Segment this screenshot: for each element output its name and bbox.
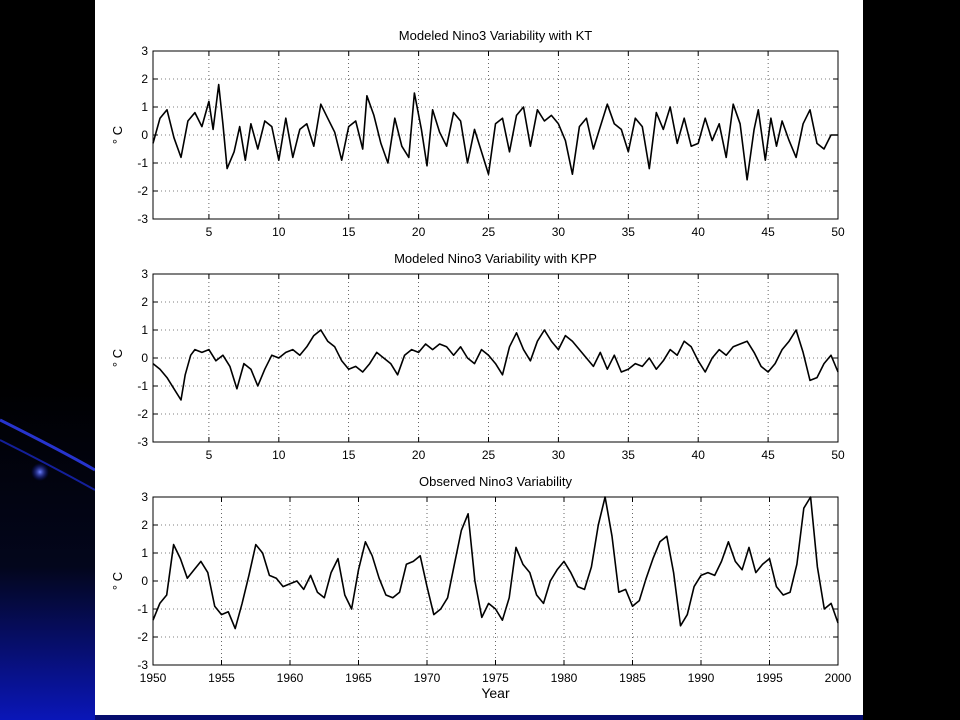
y-tick-label: 3 [141, 44, 148, 58]
y-tick-label: 2 [141, 72, 148, 86]
x-tick-label: 1990 [688, 671, 715, 685]
x-tick-label: 45 [761, 448, 775, 462]
y-tick-label: -1 [137, 602, 148, 616]
y-axis-label: ° C [110, 126, 125, 144]
x-tick-label: 25 [482, 448, 496, 462]
series-line [152, 496, 839, 630]
x-tick-label: 50 [831, 448, 845, 462]
x-tick-label: 1975 [482, 671, 509, 685]
x-tick-label: 15 [342, 448, 356, 462]
x-tick-label: 20 [412, 225, 426, 239]
x-tick-label: 30 [552, 448, 566, 462]
y-tick-label: -3 [137, 212, 148, 226]
x-tick-label: 25 [482, 225, 496, 239]
x-tick-label: 1965 [345, 671, 372, 685]
y-tick-label: 2 [141, 518, 148, 532]
x-tick-label: 35 [622, 448, 636, 462]
x-axis-label: Year [481, 685, 510, 701]
x-tick-label: 30 [552, 225, 566, 239]
x-tick-label: 40 [692, 225, 706, 239]
x-tick-label: 5 [206, 225, 213, 239]
x-tick-label: 1960 [277, 671, 304, 685]
y-tick-label: 3 [141, 267, 148, 281]
y-tick-label: -1 [137, 379, 148, 393]
plot-frame [152, 50, 839, 220]
y-tick-label: 1 [141, 100, 148, 114]
x-tick-label: 1995 [756, 671, 783, 685]
y-tick-label: -2 [137, 630, 148, 644]
y-tick-label: -3 [137, 658, 148, 672]
x-tick-label: 45 [761, 225, 775, 239]
y-tick-label: 0 [141, 574, 148, 588]
chart-title: Observed Nino3 Variability [419, 474, 572, 489]
y-tick-label: 2 [141, 295, 148, 309]
x-tick-label: 10 [272, 448, 286, 462]
x-tick-label: 50 [831, 225, 845, 239]
y-tick-label: 0 [141, 128, 148, 142]
y-tick-label: 1 [141, 546, 148, 560]
x-tick-label: 20 [412, 448, 426, 462]
y-tick-label: 0 [141, 351, 148, 365]
x-tick-label: 1955 [208, 671, 235, 685]
series-line [152, 329, 839, 401]
chart-title: Modeled Nino3 Variability with KT [399, 28, 592, 43]
y-tick-label: -3 [137, 435, 148, 449]
x-tick-label: 5 [206, 448, 213, 462]
x-tick-label: 10 [272, 225, 286, 239]
decorative-glow-dot [31, 463, 49, 481]
series-line [152, 83, 838, 181]
x-tick-label: 1980 [551, 671, 578, 685]
y-tick-label: 3 [141, 490, 148, 504]
y-tick-label: 1 [141, 323, 148, 337]
x-tick-label: 40 [692, 448, 706, 462]
chart-title: Modeled Nino3 Variability with KPP [394, 251, 597, 266]
y-axis-label: ° C [110, 572, 125, 590]
x-tick-label: 1970 [414, 671, 441, 685]
x-tick-label: 15 [342, 225, 356, 239]
chart-3: Observed Nino3 Variability 1950 1955 1960 19… [110, 474, 852, 701]
y-tick-label: -1 [137, 156, 148, 170]
x-tick-label: 35 [622, 225, 636, 239]
y-axis-label: ° C [110, 349, 125, 367]
y-tick-label: -2 [137, 407, 148, 421]
x-tick-label: 2000 [825, 671, 852, 685]
x-tick-label: 1950 [140, 671, 167, 685]
y-tick-label: -2 [137, 184, 148, 198]
x-tick-label: 1985 [619, 671, 646, 685]
chart-1: Modeled Nino3 Variability with KT5 10 15 20… [110, 28, 845, 239]
plot-frame [152, 273, 839, 443]
